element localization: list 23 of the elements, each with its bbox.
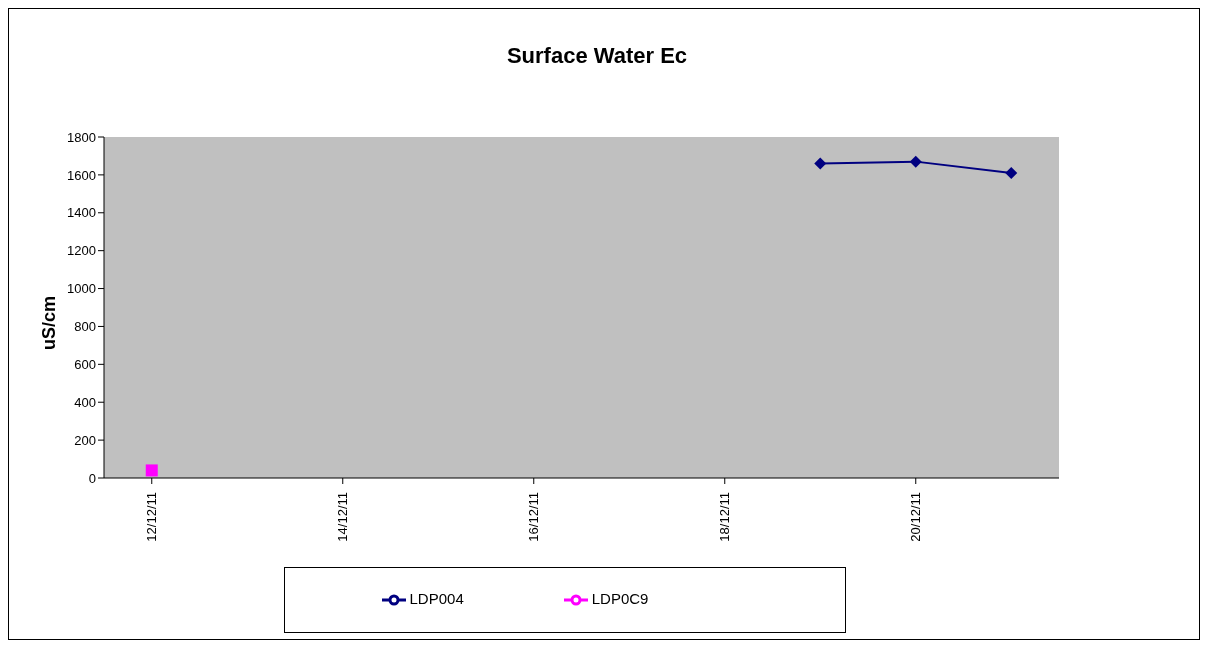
point <box>909 155 922 168</box>
chart-title: Surface Water Ec <box>505 43 689 69</box>
x-tick-label: 20/12/11 <box>907 492 923 542</box>
y-tick-label: 1200 <box>67 243 96 259</box>
y-tick-label: 800 <box>74 319 96 335</box>
x-tick-label: 18/12/11 <box>716 492 732 542</box>
y-tick-label: 400 <box>74 394 96 410</box>
y-tick-label: 200 <box>74 432 96 448</box>
legend-label: LDP0C9 <box>591 589 649 607</box>
x-tick-label: 16/12/11 <box>525 492 541 542</box>
y-axis-title: uS/cm <box>38 295 60 351</box>
y-tick-label: 0 <box>88 470 96 486</box>
x-tick-label: 12/12/11 <box>143 492 159 542</box>
y-tick-label: 1400 <box>67 205 96 221</box>
point <box>1005 166 1018 179</box>
y-tick-label: 600 <box>74 356 96 372</box>
legend-label: LDP004 <box>409 589 464 607</box>
x-tick-label: 14/12/11 <box>334 492 350 542</box>
y-tick-label: 1000 <box>67 281 96 297</box>
y-tick-label: 1600 <box>67 167 96 183</box>
point <box>814 157 827 170</box>
point <box>145 464 158 477</box>
y-tick-label: 1800 <box>67 129 96 145</box>
